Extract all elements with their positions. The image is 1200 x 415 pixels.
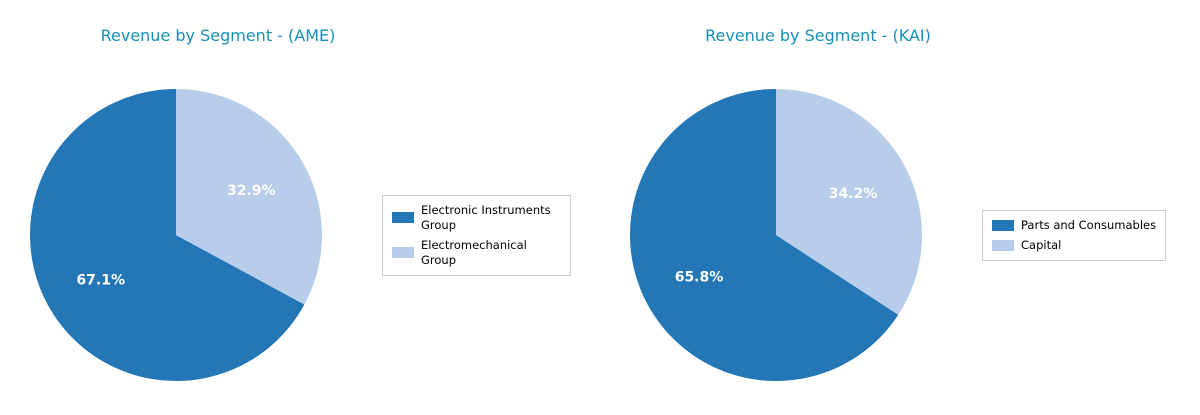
legend-label: Capital bbox=[1021, 237, 1062, 252]
legend-label: Electromechanical Group bbox=[421, 237, 527, 267]
pie-svg: 65.8% 34.2% bbox=[629, 89, 922, 382]
chart-row: 65.8% 34.2% Parts and Consumables Capital bbox=[626, 85, 1200, 385]
pie-figure-kai: Revenue by Segment - (KAI) 65.8% 34.2% Pa… bbox=[600, 0, 1200, 415]
legend-box: Electronic Instruments Group Electromech… bbox=[382, 194, 571, 276]
pie-percent-label: 65.8% bbox=[675, 270, 724, 286]
legend-item: Electronic Instruments Group bbox=[392, 203, 561, 233]
legend-swatch bbox=[392, 247, 414, 259]
pie-chart-ame: 67.1% 32.9% bbox=[26, 85, 326, 385]
legend-box: Parts and Consumables Capital bbox=[982, 209, 1167, 261]
pie-percent-label: 34.2% bbox=[829, 186, 878, 202]
pie-slice-1 bbox=[176, 89, 322, 305]
pie-figure-ame: Revenue by Segment - (AME) 67.1% 32.9% El… bbox=[26, 26, 600, 385]
chart-title: Revenue by Segment - (AME) bbox=[100, 26, 336, 45]
legend-swatch bbox=[392, 212, 414, 224]
pie-slice-0 bbox=[629, 89, 899, 382]
legend-swatch bbox=[992, 219, 1014, 231]
chart-row: 67.1% 32.9% Electronic Instruments Group … bbox=[26, 85, 600, 385]
pie-chart-kai: 65.8% 34.2% bbox=[626, 85, 926, 385]
pie-percent-label: 32.9% bbox=[227, 183, 276, 199]
legend-item: Electromechanical Group bbox=[392, 238, 561, 268]
chart-title: Revenue by Segment - (KAI) bbox=[705, 26, 931, 45]
legend-item: Parts and Consumables bbox=[992, 218, 1156, 233]
legend-item: Capital bbox=[992, 238, 1156, 253]
pie-slice-0 bbox=[29, 89, 305, 382]
legend-label: Parts and Consumables bbox=[1021, 217, 1157, 232]
legend-label: Electronic Instruments Group bbox=[421, 202, 551, 232]
pie-slice-1 bbox=[776, 89, 922, 315]
pie-percent-label: 67.1% bbox=[76, 273, 125, 289]
legend-swatch bbox=[992, 239, 1014, 251]
pie-svg: 67.1% 32.9% bbox=[29, 89, 322, 382]
